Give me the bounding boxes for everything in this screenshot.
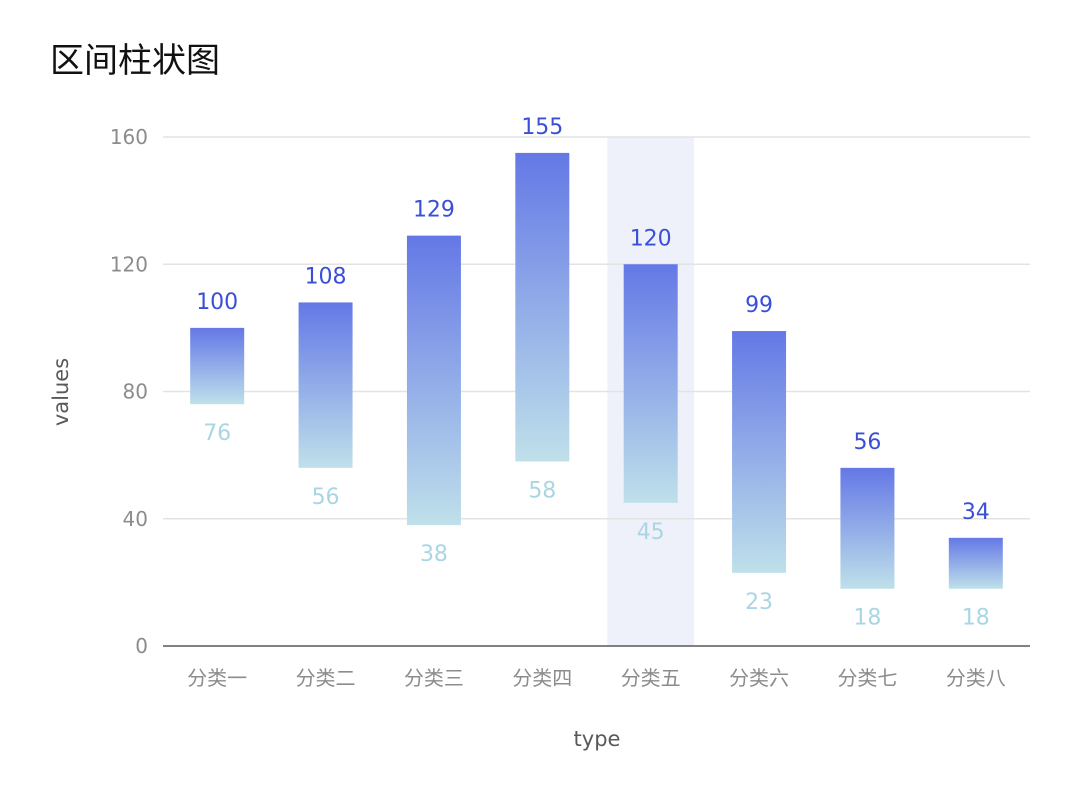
bar-high-label: 120 <box>630 226 672 251</box>
bar-low-label: 56 <box>312 485 340 510</box>
y-tick-label: 120 <box>110 252 148 276</box>
y-tick-label: 40 <box>123 507 148 531</box>
bar-high-label: 100 <box>196 290 238 315</box>
bar-high-label: 129 <box>413 198 455 223</box>
y-axis-title: values <box>49 358 73 426</box>
bar-high-label: 155 <box>521 115 563 140</box>
x-tick-label: 分类一 <box>187 666 247 690</box>
x-tick-label: 分类七 <box>837 666 897 690</box>
x-tick-label: 分类三 <box>404 666 464 690</box>
bar-high-label: 99 <box>745 293 773 318</box>
bar-low-label: 38 <box>420 542 448 567</box>
x-tick-label: 分类六 <box>729 666 789 690</box>
y-tick-label: 160 <box>110 125 148 149</box>
x-tick-label: 分类四 <box>512 666 572 690</box>
bar-low-label: 58 <box>528 478 556 503</box>
bar-low-label: 76 <box>203 421 231 446</box>
bar-low-label: 45 <box>637 520 665 545</box>
x-tick-label: 分类八 <box>946 666 1006 690</box>
y-tick-label: 80 <box>123 380 148 404</box>
range-bar[interactable] <box>190 327 245 405</box>
bar-high-label: 34 <box>962 500 990 525</box>
x-axis-title: type <box>574 727 621 751</box>
bar-high-label: 56 <box>853 430 881 455</box>
range-bar[interactable] <box>515 152 570 462</box>
range-bar[interactable] <box>406 235 461 526</box>
bar-high-label: 108 <box>305 264 347 289</box>
range-bar[interactable] <box>623 264 678 503</box>
range-bar[interactable] <box>948 537 1003 589</box>
x-tick-label: 分类二 <box>296 666 356 690</box>
chart-title: 区间柱状图 <box>50 41 220 81</box>
bar-low-label: 18 <box>962 606 990 631</box>
x-tick-label: 分类五 <box>621 666 681 690</box>
range-bar[interactable] <box>298 302 353 468</box>
y-tick-label: 0 <box>135 634 148 658</box>
bar-low-label: 23 <box>745 590 773 615</box>
range-bar[interactable] <box>732 331 787 573</box>
range-bar[interactable] <box>840 467 895 589</box>
bar-low-label: 18 <box>853 606 881 631</box>
